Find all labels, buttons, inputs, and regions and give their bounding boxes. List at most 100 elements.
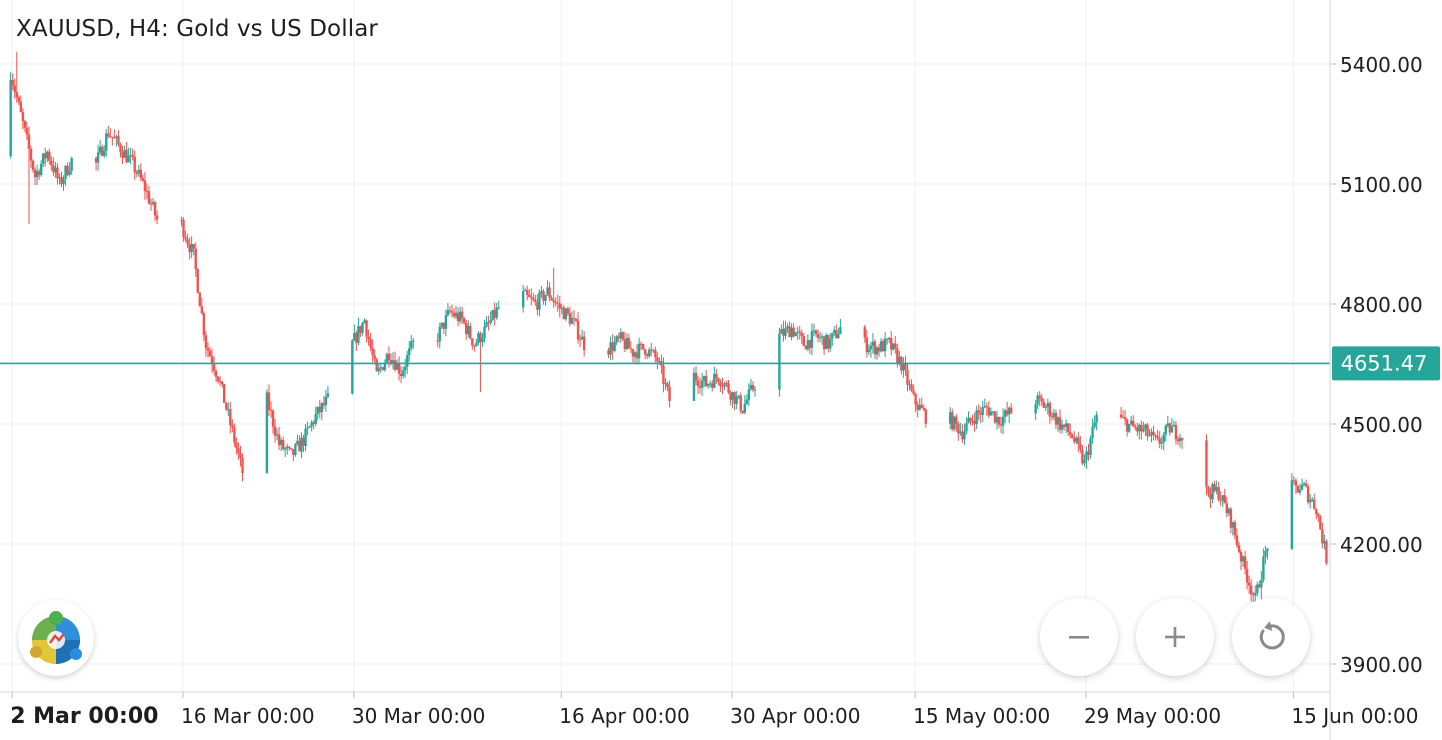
candle-bull	[284, 448, 287, 450]
candle-bull	[357, 326, 360, 343]
candle-bull	[1144, 424, 1147, 430]
candle-bull	[105, 133, 108, 151]
candle-bear	[450, 311, 454, 313]
candle-bear	[229, 409, 232, 426]
candle-bear	[639, 343, 643, 345]
candle-bull	[831, 333, 834, 339]
candle-bear	[739, 395, 742, 411]
candle-bear	[267, 392, 271, 410]
candle-bear	[1219, 499, 1222, 501]
candle-bear	[180, 219, 183, 221]
candle-bear	[1223, 495, 1226, 504]
candle-bull	[115, 136, 118, 138]
candle-bull	[1241, 556, 1245, 562]
candle-bull	[546, 287, 549, 296]
candle-bull	[68, 170, 71, 175]
candle-bull	[609, 342, 612, 355]
candle-bear	[808, 340, 812, 348]
candle-bull	[401, 370, 405, 377]
candle-bull	[637, 343, 641, 359]
candle-bear	[1249, 585, 1253, 595]
x-tick-label: 16 Apr 00:00	[559, 704, 689, 728]
candle-bear	[694, 372, 698, 381]
candle-bull	[1138, 424, 1141, 432]
candle-bear	[1134, 426, 1137, 428]
current-price-tag: 4651.47	[1332, 346, 1440, 381]
candle-bear	[184, 236, 187, 240]
time-axis[interactable]: 2 Mar 00:00 16 Mar 00:00 30 Mar 00:00 16 Ap…	[10, 692, 1418, 729]
candle-bull	[1323, 541, 1326, 544]
price-axis[interactable]: 5400.00 5100.00 4800.00 4500.00 4200.00 3900.…	[1330, 53, 1423, 677]
candle-bear	[1005, 410, 1009, 415]
candle-bull	[310, 422, 313, 427]
candle-bear	[993, 411, 997, 423]
candle-bull	[812, 330, 816, 332]
candle-bear	[371, 347, 374, 356]
candle-bear	[462, 318, 466, 323]
candle-bear	[214, 370, 218, 377]
candle-bull	[806, 340, 810, 350]
candle-bear	[233, 427, 236, 443]
candle-bear	[566, 308, 570, 314]
candle-bear	[33, 170, 37, 178]
candle-bear	[359, 326, 362, 333]
candle-bear	[223, 384, 226, 403]
candle-bear	[1225, 503, 1228, 514]
candle-bear	[1050, 416, 1054, 418]
candle-bear	[1068, 432, 1072, 435]
candle-bear	[788, 326, 791, 338]
candle-bull	[1227, 508, 1231, 514]
candle-bear	[814, 330, 818, 335]
candle-bear	[733, 392, 736, 404]
candle-bear	[530, 296, 533, 299]
candle-bear	[302, 437, 305, 446]
candle-bull	[1083, 460, 1086, 464]
minus-icon	[1069, 636, 1089, 639]
candle-bear	[668, 387, 671, 401]
candle-bear	[452, 312, 456, 317]
candle-bear	[493, 310, 496, 318]
candle-bear	[881, 341, 885, 352]
candle-bull	[308, 426, 311, 428]
candle-bear	[1258, 584, 1261, 588]
metatrader-logo-button[interactable]	[18, 600, 94, 676]
candle-bull	[127, 155, 130, 163]
candle-bear	[1087, 451, 1090, 455]
candle-bull	[446, 310, 450, 316]
candle-bull	[1036, 395, 1039, 405]
candle-bull	[1172, 424, 1176, 427]
candle-bull	[326, 393, 330, 397]
candle-bull	[444, 315, 448, 329]
candle-bear	[528, 294, 531, 297]
zoom-in-button[interactable]	[1136, 598, 1214, 676]
candle-bull	[1170, 426, 1174, 433]
candle-bear	[1048, 403, 1052, 417]
y-tick-label: 4500.00	[1340, 413, 1423, 437]
candle-bear	[94, 157, 98, 163]
candle-bull	[1007, 407, 1011, 415]
candle-bull	[9, 79, 12, 156]
y-tick-label: 3900.00	[1340, 653, 1423, 677]
candle-bull	[440, 322, 443, 327]
candle-bull	[538, 292, 541, 310]
candle-bull	[454, 312, 458, 317]
candle-bear	[1315, 508, 1318, 515]
candle-bull	[898, 356, 901, 364]
candle-bull	[481, 338, 484, 343]
candle-bull	[458, 311, 462, 322]
candle-bear	[536, 301, 539, 310]
zoom-out-button[interactable]	[1040, 598, 1118, 676]
candle-bear	[1235, 535, 1239, 546]
candle-bear	[711, 383, 714, 388]
candle-bull	[1130, 420, 1133, 424]
candle-bear	[125, 149, 128, 163]
candle-bear	[1237, 545, 1241, 552]
candle-bear	[1152, 431, 1155, 436]
candle-bull	[580, 336, 584, 340]
candle-bull	[615, 336, 618, 343]
candle-bull	[794, 332, 797, 337]
reset-chart-button[interactable]	[1232, 598, 1310, 676]
candle-bull	[1302, 483, 1306, 485]
candle-bear	[572, 318, 576, 320]
